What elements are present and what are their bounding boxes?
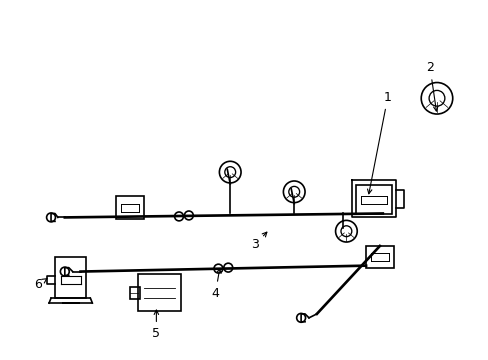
Text: 1: 1 xyxy=(367,91,391,194)
Text: 5: 5 xyxy=(152,310,160,340)
Bar xyxy=(138,274,181,311)
Text: 3: 3 xyxy=(250,232,266,252)
Text: 4: 4 xyxy=(211,269,221,300)
Bar xyxy=(55,257,86,298)
Bar xyxy=(356,185,391,215)
Text: 6: 6 xyxy=(34,278,47,291)
Bar xyxy=(366,246,393,267)
Text: 2: 2 xyxy=(425,61,437,111)
Bar xyxy=(116,196,143,219)
Bar xyxy=(129,287,140,299)
